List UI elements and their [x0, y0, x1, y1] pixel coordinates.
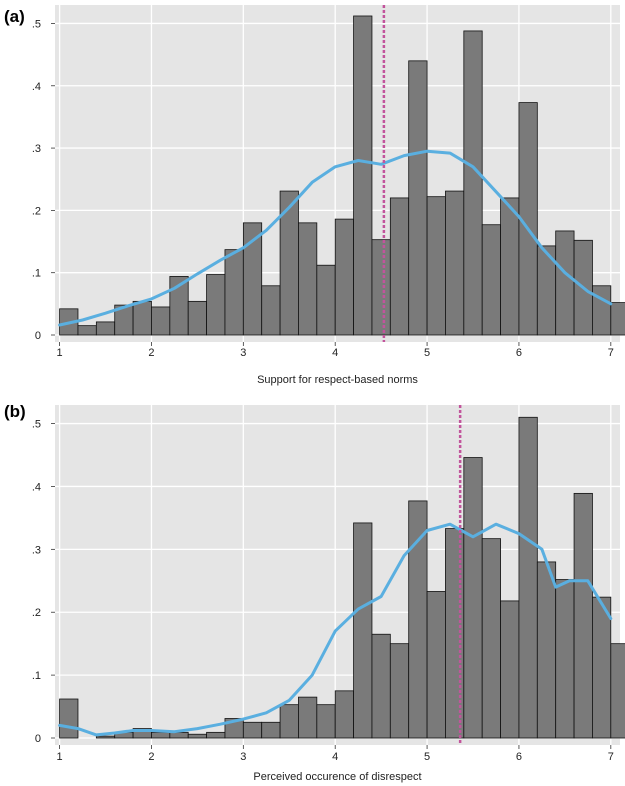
panel-b-y-tick-label: 0: [35, 733, 41, 745]
panel-a-x-tick-label: 2: [148, 347, 154, 359]
panel-b-bar: [279, 704, 299, 739]
panel-b-bar: [610, 643, 625, 739]
panel-b-bar: [408, 500, 428, 739]
panel-b-bar: [500, 600, 520, 739]
panel-b-bar: [242, 721, 263, 739]
panel-a-bar: [426, 196, 446, 336]
panel-b-x-tick-label: 5: [424, 751, 430, 763]
panel-b-density-curve: [58, 522, 613, 737]
panel-b-bar: [592, 596, 612, 739]
panel-a-bar: [371, 239, 391, 336]
panel-b-bar: [555, 579, 575, 739]
panel-a-x-tick-label: 3: [240, 347, 246, 359]
panel-a-y-tick-label: .3: [32, 143, 41, 155]
panel-b-bar: [389, 643, 410, 739]
panel-a-x-tick-label: 5: [424, 347, 430, 359]
panel-a-y-tick-label: .4: [32, 81, 41, 93]
panel-b-bar: [481, 538, 501, 739]
panel-b-x-axis-title: Perceived occurence of disrespect: [253, 771, 421, 783]
panel-a-bar: [610, 302, 625, 336]
panel-b-bar: [536, 561, 557, 739]
panel-b-bar: [206, 731, 226, 739]
panel-b-bar: [59, 698, 79, 739]
panel-a-bar: [408, 60, 428, 336]
panel-b-x-tick-label: 3: [240, 751, 246, 763]
panel-b-y-tick-label: .3: [32, 544, 41, 556]
panel-b-bar: [334, 690, 354, 739]
panel-a-bar: [463, 30, 483, 336]
panel-a-bar: [77, 325, 97, 336]
panel-a-bar: [389, 197, 410, 336]
panel-b-bar: [353, 522, 373, 739]
panel-b-bar: [463, 457, 483, 739]
panel-a-x-tick-label: 1: [57, 347, 63, 359]
panel-a-y-tick-label: .2: [32, 205, 41, 217]
panel-b-bar: [261, 721, 281, 739]
panel-a-density-curve: [58, 149, 613, 327]
panel-b-bar: [298, 696, 318, 739]
panel-b-bar: [518, 416, 538, 739]
panel-b-y-tick-label: .5: [32, 419, 41, 431]
panel-a-x-tick-label: 6: [516, 347, 522, 359]
panel-b-x-tick-label: 7: [608, 751, 614, 763]
panel-a-bar: [316, 264, 336, 336]
panel-b-bar: [426, 591, 446, 739]
panel-a-x-tick-label: 4: [332, 347, 338, 359]
panel-b-chart: 0 .1 .2 .3 .4 .5 1 2 3 4 5 6 7 Perceived occurence of…: [4, 402, 625, 783]
panel-a-bar: [298, 222, 318, 336]
panel-a-bar: [500, 197, 520, 336]
panel-a-bar: [481, 224, 501, 336]
panel-a-y-tick-label: .1: [32, 268, 41, 280]
panel-a-bar: [187, 300, 207, 336]
panel-b-bar: [151, 731, 171, 739]
panel-b-bar: [95, 735, 116, 739]
panel-a-bar: [242, 222, 263, 336]
panel-a-bar: [151, 306, 171, 336]
panel-b-bar: [169, 731, 189, 739]
panel-a-label: (a): [4, 7, 25, 26]
panel-b-y-tick-label: .4: [32, 481, 41, 493]
panel-b-x-tick-label: 4: [332, 751, 338, 763]
panel-a-x-axis-title: Support for respect-based norms: [257, 374, 418, 386]
panel-a-bar: [95, 321, 116, 336]
panel-a-bar: [592, 285, 612, 336]
panel-a-bar: [132, 300, 152, 336]
panel-a-bar: [334, 218, 354, 336]
panel-a-y-tick-label: .5: [32, 18, 41, 30]
panel-a-bar: [224, 249, 244, 336]
panel-b-label: (b): [4, 402, 26, 421]
panel-b-x-tick-label: 2: [148, 751, 154, 763]
panel-a-y-tick-label: 0: [35, 330, 41, 342]
panel-b-bar: [573, 492, 593, 739]
panel-b-bar: [187, 733, 207, 739]
panel-b-bar: [371, 633, 391, 739]
panel-b-x-tick-label: 1: [57, 751, 63, 763]
panel-a-bar: [555, 230, 575, 336]
panel-b-y-tick-label: .2: [32, 607, 41, 619]
panel-a-bar: [445, 190, 465, 336]
panel-a-bar: [206, 274, 226, 336]
panel-a-chart: 0 .1 .2 .3 .4 .5 1 2 3 4 5 6 7 Support for respect-ba…: [4, 5, 625, 386]
panel-b-bar: [316, 704, 336, 739]
panel-b-y-tick-label: .1: [32, 670, 41, 682]
panel-b-x-tick-label: 6: [516, 751, 522, 763]
panel-a-bar: [261, 285, 281, 336]
panel-a-bar: [353, 15, 373, 336]
panel-a-x-tick-label: 7: [608, 347, 614, 359]
